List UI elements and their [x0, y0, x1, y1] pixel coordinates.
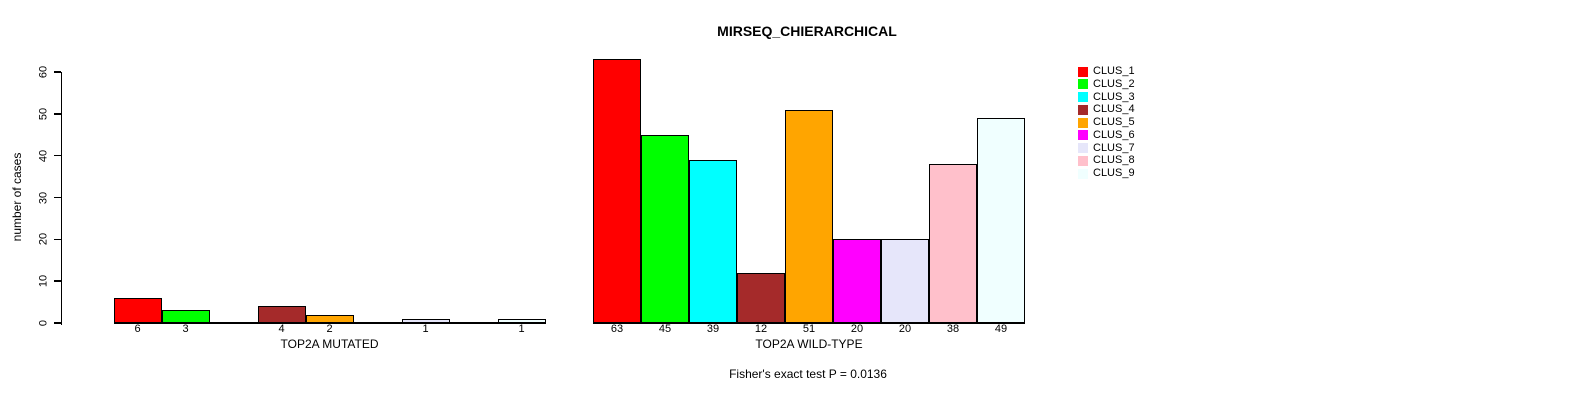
legend-item: CLUS_4: [1078, 104, 1135, 115]
legend-label: CLUS_9: [1093, 167, 1135, 179]
y-tick-label: 30: [37, 191, 50, 204]
bar-value-label: 4: [278, 323, 285, 335]
legend-swatch-clus_5: [1078, 117, 1088, 128]
bar-clus_4: [737, 272, 785, 323]
bar-clus_9: [497, 318, 546, 323]
bar-clus_5: [785, 109, 833, 323]
bar-clus_7: [401, 318, 450, 323]
y-tick-mark: [53, 196, 61, 199]
bar-clus_2: [161, 310, 210, 323]
y-tick-label: 40: [37, 149, 50, 162]
legend-label: CLUS_4: [1093, 103, 1135, 116]
y-tick-label: 10: [37, 275, 50, 288]
bar-clus_1: [593, 59, 641, 323]
chart-title: MIRSEQ_CHIERARCHICAL: [717, 23, 897, 39]
y-tick-mark: [53, 71, 61, 73]
y-tick-mark: [53, 238, 61, 241]
legend-item: CLUS_6: [1078, 128, 1135, 141]
y-tick-mark: [53, 322, 61, 324]
legend-item: CLUS_9: [1078, 168, 1135, 179]
bar-value-label: 20: [850, 323, 864, 335]
bar-clus_5: [305, 314, 354, 323]
legend-item: CLUS_1: [1078, 66, 1135, 77]
y-tick-mark: [53, 154, 61, 157]
legend-item: CLUS_3: [1078, 90, 1135, 103]
y-tick-label: 60: [37, 65, 50, 79]
legend-label: CLUS_3: [1093, 90, 1135, 103]
bar-value-label: 51: [802, 323, 816, 335]
y-tick-mark: [53, 113, 61, 115]
bar-clus_9: [977, 118, 1025, 323]
bar-value-label: 2: [326, 323, 333, 335]
legend-swatch-clus_3: [1078, 92, 1088, 102]
group-label: TOP2A MUTATED: [280, 337, 379, 351]
legend-item: CLUS_5: [1078, 117, 1135, 128]
bar-value-label: 3: [182, 323, 189, 335]
legend-swatch-clus_7: [1078, 143, 1088, 153]
legend-label: CLUS_8: [1093, 154, 1135, 167]
bar-value-label: 12: [754, 323, 768, 335]
bar-value-label: 1: [518, 323, 525, 335]
legend-label: CLUS_1: [1093, 65, 1135, 77]
bar-value-label: 63: [610, 323, 624, 335]
bar-value-label: 1: [422, 323, 429, 335]
legend-swatch-clus_4: [1078, 104, 1088, 115]
legend-swatch-clus_8: [1078, 155, 1088, 166]
bar-value-label: 49: [994, 323, 1008, 335]
bar-value-label: 20: [898, 323, 912, 335]
legend-label: CLUS_2: [1093, 77, 1135, 90]
bar-value-label: 45: [658, 323, 672, 335]
y-tick-label: 50: [37, 107, 50, 120]
y-tick-label: 20: [37, 233, 50, 246]
bar-clus_4: [257, 306, 306, 323]
legend-swatch-clus_1: [1078, 66, 1088, 77]
bar-value-label: 6: [134, 323, 141, 335]
legend-label: CLUS_7: [1093, 141, 1135, 154]
bar-clus_8: [929, 164, 977, 323]
bar-clus_3: [689, 159, 737, 323]
y-tick-label: 0: [37, 319, 50, 327]
bar-clus_7: [881, 239, 929, 323]
fisher-test-annotation: Fisher's exact test P = 0.0136: [729, 367, 887, 381]
bar-clus_1: [113, 297, 162, 323]
bar-value-label: 39: [706, 323, 720, 335]
legend-item: CLUS_8: [1078, 155, 1135, 166]
legend-swatch-clus_2: [1078, 79, 1088, 90]
legend-label: CLUS_5: [1093, 116, 1135, 128]
y-axis-line: [60, 72, 62, 325]
group-label: TOP2A WILD-TYPE: [755, 337, 863, 351]
bar-clus_6: [833, 239, 881, 323]
y-tick-mark: [53, 280, 61, 282]
bar-clus_2: [641, 134, 689, 323]
y-axis-label: number of cases: [10, 152, 24, 242]
legend-label: CLUS_6: [1093, 128, 1135, 141]
legend-swatch-clus_6: [1078, 130, 1088, 141]
legend-item: CLUS_7: [1078, 141, 1135, 154]
legend-item: CLUS_2: [1078, 77, 1135, 90]
bar-value-label: 38: [946, 323, 960, 335]
legend-swatch-clus_9: [1078, 168, 1088, 179]
